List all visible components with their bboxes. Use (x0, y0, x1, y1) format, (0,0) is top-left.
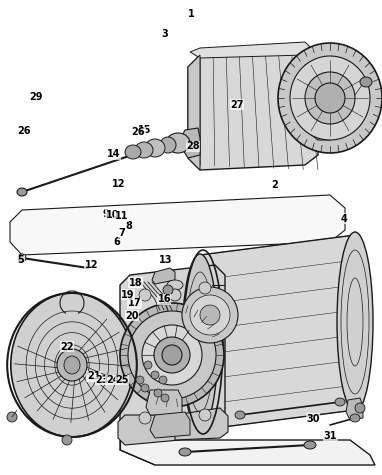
Ellipse shape (162, 345, 182, 365)
Polygon shape (346, 398, 363, 420)
Ellipse shape (182, 254, 218, 430)
Ellipse shape (144, 361, 152, 369)
Ellipse shape (235, 411, 245, 419)
Polygon shape (190, 42, 315, 58)
Ellipse shape (128, 311, 216, 399)
Ellipse shape (142, 325, 202, 385)
Ellipse shape (190, 295, 230, 335)
Ellipse shape (120, 303, 224, 407)
Ellipse shape (335, 398, 345, 406)
Ellipse shape (360, 77, 372, 87)
Ellipse shape (200, 305, 220, 325)
Text: 30: 30 (306, 414, 320, 424)
Polygon shape (200, 235, 355, 430)
Text: 29: 29 (29, 92, 43, 103)
Ellipse shape (141, 384, 149, 392)
Text: 10: 10 (106, 209, 120, 220)
Text: 15: 15 (138, 124, 151, 135)
Ellipse shape (355, 403, 365, 413)
Polygon shape (305, 58, 338, 140)
Ellipse shape (139, 289, 151, 301)
Ellipse shape (135, 142, 153, 158)
Ellipse shape (167, 280, 183, 290)
Ellipse shape (159, 376, 167, 384)
Polygon shape (188, 48, 318, 170)
Ellipse shape (199, 409, 211, 421)
Polygon shape (175, 408, 228, 440)
Text: 27: 27 (230, 99, 244, 110)
Ellipse shape (179, 448, 191, 456)
Ellipse shape (154, 389, 162, 397)
Polygon shape (120, 265, 225, 440)
Polygon shape (146, 390, 182, 415)
Ellipse shape (151, 371, 159, 379)
Polygon shape (150, 412, 190, 438)
Text: 25: 25 (115, 375, 129, 385)
Text: 19: 19 (121, 289, 135, 300)
Text: 9: 9 (103, 209, 110, 219)
Text: 11: 11 (115, 211, 128, 221)
Text: 24: 24 (106, 375, 120, 385)
Text: 26: 26 (131, 127, 145, 137)
Ellipse shape (199, 282, 211, 294)
Ellipse shape (11, 293, 133, 437)
Text: 7: 7 (119, 228, 126, 238)
Polygon shape (152, 268, 175, 284)
Ellipse shape (278, 43, 382, 153)
Ellipse shape (337, 232, 373, 412)
Text: 26: 26 (17, 125, 31, 136)
Ellipse shape (350, 414, 360, 422)
Ellipse shape (182, 287, 238, 343)
Ellipse shape (304, 441, 316, 449)
Ellipse shape (160, 137, 176, 153)
Polygon shape (180, 128, 200, 158)
Ellipse shape (169, 289, 181, 301)
Text: 3: 3 (161, 29, 168, 39)
Ellipse shape (125, 145, 141, 159)
Ellipse shape (192, 300, 208, 384)
Text: 4: 4 (340, 213, 347, 224)
Text: 12: 12 (85, 259, 99, 270)
Text: 13: 13 (159, 255, 173, 266)
Text: 6: 6 (113, 237, 120, 247)
Ellipse shape (166, 133, 190, 153)
Text: 12: 12 (112, 179, 126, 189)
Ellipse shape (17, 188, 27, 196)
Polygon shape (10, 195, 345, 255)
Ellipse shape (18, 254, 26, 262)
Polygon shape (188, 55, 200, 170)
Text: 16: 16 (157, 294, 171, 304)
Text: 8: 8 (126, 220, 133, 231)
Text: 5: 5 (18, 255, 24, 266)
Ellipse shape (145, 139, 165, 157)
Text: 28: 28 (186, 141, 200, 152)
Text: 14: 14 (107, 149, 121, 160)
Polygon shape (118, 415, 180, 445)
Ellipse shape (290, 56, 370, 140)
Ellipse shape (154, 337, 190, 373)
Polygon shape (120, 440, 375, 465)
Text: 21: 21 (87, 371, 100, 381)
Text: 22: 22 (60, 342, 74, 352)
Ellipse shape (62, 435, 72, 445)
Ellipse shape (305, 72, 355, 124)
Text: 23: 23 (96, 375, 109, 385)
Ellipse shape (161, 394, 169, 402)
Ellipse shape (7, 412, 17, 422)
Ellipse shape (57, 349, 87, 381)
Text: 18: 18 (129, 277, 142, 288)
Ellipse shape (163, 285, 173, 295)
Text: 2: 2 (272, 180, 278, 190)
Ellipse shape (139, 412, 151, 424)
Text: 17: 17 (128, 298, 141, 308)
Ellipse shape (315, 83, 345, 113)
Ellipse shape (64, 356, 80, 374)
Ellipse shape (136, 376, 144, 384)
Text: 20: 20 (125, 311, 139, 321)
Text: 1: 1 (188, 9, 194, 19)
Text: 31: 31 (324, 431, 337, 441)
